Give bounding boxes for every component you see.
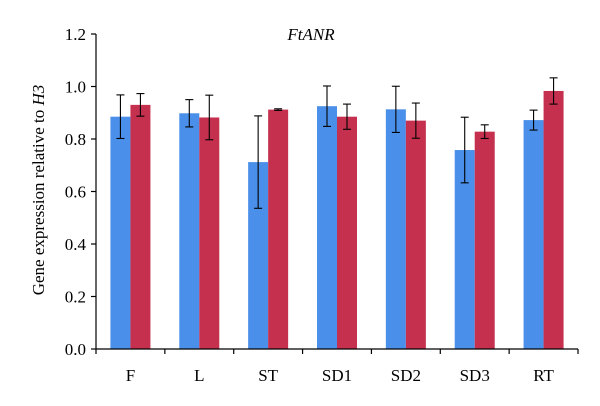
y-tick-label-1.2: 1.2: [65, 25, 86, 44]
bar-series1-sd3: [454, 150, 475, 349]
x-tick-label-sd1: SD1: [322, 366, 352, 385]
y-axis-label: Gene expression relative to H3: [29, 85, 48, 296]
y-tick-label-0.4: 0.4: [65, 235, 87, 254]
y-axis-label-text: Gene expression relative to: [29, 106, 48, 296]
bar-series2-sd2: [405, 120, 426, 349]
bar-series1-sd1: [317, 106, 337, 349]
chart-title: FtANR: [286, 25, 335, 44]
y-tick-label-0.8: 0.8: [65, 130, 86, 149]
plot-area: 0.0 0.2 0.4 0.6 0.8 1.0 1.2 F L ST SD1 SD2 SD3 RT: [65, 25, 579, 385]
x-tick-label-l: L: [194, 366, 204, 385]
y-axis-label-gene: H3: [29, 85, 48, 107]
bar-series1-sd2: [385, 109, 406, 350]
bar-series1-f: [110, 116, 131, 349]
x-tick-label-sd2: SD2: [391, 366, 421, 385]
bar-series2-f: [130, 104, 151, 349]
y-tick-label-1.0: 1.0: [65, 78, 86, 97]
bar-series2-st: [268, 109, 289, 349]
y-tick-label-0.0: 0.0: [65, 340, 86, 359]
x-tick-label-f: F: [126, 366, 135, 385]
bar-series2-rt: [543, 90, 564, 350]
bar-series1-l: [179, 113, 200, 350]
bar-series2-l: [199, 117, 220, 349]
x-tick-label-rt: RT: [533, 366, 554, 385]
bar-series2-sd1: [337, 116, 357, 349]
bar-series1-rt: [523, 120, 544, 349]
y-tick-label-0.2: 0.2: [65, 288, 86, 307]
x-tick-label-sd3: SD3: [460, 366, 490, 385]
x-tick-label-st: ST: [258, 366, 278, 385]
bar-series1-st: [248, 162, 269, 349]
y-tick-label-0.6: 0.6: [65, 183, 86, 202]
bar-series2-sd3: [474, 131, 495, 349]
